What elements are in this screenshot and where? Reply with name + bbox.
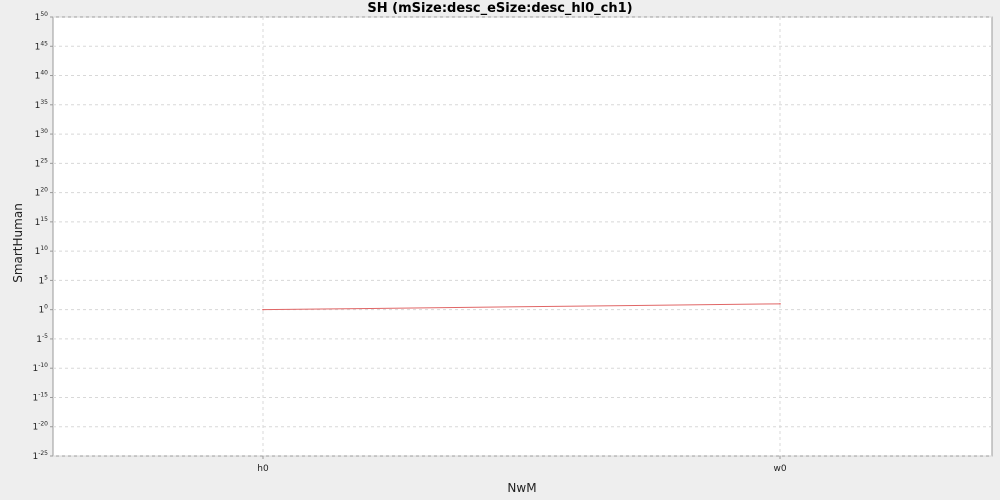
data-point [779,303,781,305]
y-tick-base: 1 [35,13,41,23]
y-tick-base: 1 [35,72,41,82]
y-tick-exponent: 5 [44,274,48,281]
x-axis-ticks: h0 w0 [257,456,787,474]
y-tick-label: 1-25 [32,450,48,462]
y-tick-base: 1 [35,130,41,140]
y-tick-label: 1-20 [32,421,48,433]
y-tick-base: 1 [35,42,41,52]
y-tick-exponent: 0 [44,304,48,311]
y-tick-base: 1 [35,101,41,111]
y-tick-base: 1 [35,189,41,199]
y-tick-label: 125 [35,157,49,169]
y-tick-label: 140 [35,70,49,82]
x-tick-label: h0 [257,464,269,474]
series-layer [262,303,781,311]
y-tick-base: 1 [36,335,42,345]
y-tick-base: 1 [35,247,41,257]
y-tick-base: 1 [32,452,38,462]
y-tick-exponent: -10 [38,362,48,369]
y-tick-label: 130 [35,128,49,140]
plot-area [52,16,993,457]
y-tick-label: 15 [38,274,48,286]
data-point [262,308,264,311]
y-tick-exponent: 30 [40,128,48,135]
y-tick-base: 1 [32,423,38,433]
x-axis-label: NwM [507,481,536,495]
y-tick-exponent: 35 [40,99,48,106]
y-tick-exponent: 10 [40,245,48,252]
y-tick-label: 110 [35,245,49,257]
x-tick-label: w0 [773,464,786,474]
y-tick-label: 135 [35,99,49,111]
y-tick-label: 1-10 [32,362,48,374]
y-tick-label: 145 [35,40,49,52]
y-tick-base: 1 [38,306,44,316]
y-tick-label: 1-5 [36,333,48,345]
y-tick-exponent: 20 [40,187,48,194]
grid-layer [53,16,992,457]
y-tick-base: 1 [35,159,41,169]
y-tick-exponent: 50 [40,11,48,18]
y-tick-base: 1 [32,364,38,374]
y-tick-exponent: -5 [42,333,48,340]
y-tick-base: 1 [38,276,44,286]
y-tick-label: 150 [35,11,49,23]
y-tick-label: 115 [35,216,49,228]
y-axis-ticks: 15014514013513012512011511015101-51-101-… [32,11,53,462]
y-tick-label: 1-15 [32,391,48,403]
chart-title: SH (mSize:desc_eSize:desc_hl0_ch1) [367,1,632,16]
series-line [262,303,781,311]
y-tick-base: 1 [35,218,41,228]
y-tick-base: 1 [32,393,38,403]
y-tick-exponent: 45 [40,40,48,47]
y-tick-exponent: -25 [38,450,48,457]
y-tick-exponent: 40 [40,70,48,77]
y-tick-label: 120 [35,187,49,199]
y-tick-exponent: -20 [38,421,48,428]
y-tick-exponent: -15 [38,391,48,398]
y-tick-exponent: 15 [40,216,48,223]
y-tick-label: 10 [38,304,48,316]
y-axis-label: SmartHuman [11,203,25,283]
y-tick-exponent: 25 [40,157,48,164]
